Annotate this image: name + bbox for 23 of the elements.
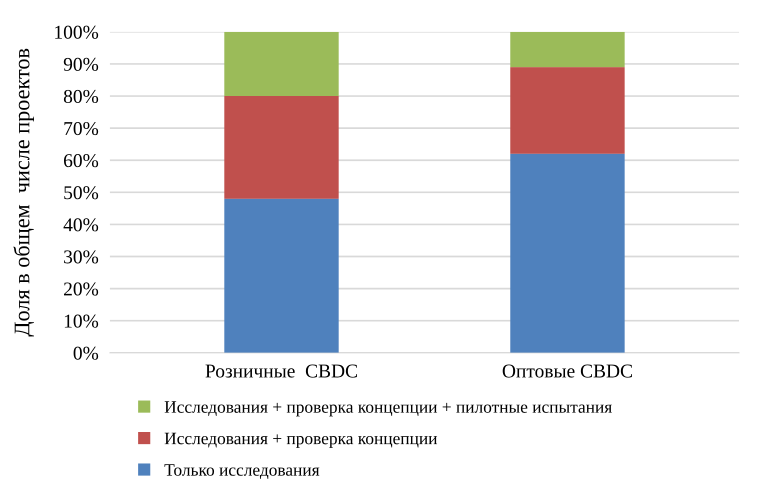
y-tick-label: 50%	[64, 186, 98, 200]
legend-label: Исследования + проверка концепции + пилотные испытания	[164, 401, 612, 416]
y-tick-label: 0%	[74, 346, 98, 360]
bar	[224, 96, 339, 199]
y-tick-label: 60%	[64, 154, 98, 168]
y-tick-label: 80%	[64, 90, 98, 104]
x-tick-label: Оптовые CBDC	[502, 364, 632, 378]
y-tick-label: 100%	[55, 26, 98, 39]
y-tick-label: 10%	[64, 314, 98, 328]
bar	[510, 154, 625, 353]
y-axis-title: Доля в общем числе проектов	[13, 48, 34, 336]
y-tick-label: 70%	[64, 122, 98, 136]
bar	[224, 32, 339, 96]
bar	[510, 32, 625, 68]
bar	[510, 67, 625, 154]
y-tick-label: 20%	[64, 282, 98, 296]
x-tick-label: Розничные CBDC	[206, 364, 357, 378]
y-tick-label: 40%	[64, 218, 98, 232]
y-tick-label: 30%	[64, 250, 98, 264]
y-tick-label: 90%	[64, 58, 98, 71]
bar	[224, 198, 339, 353]
legend-label: Только исследования	[164, 464, 320, 479]
legend-label: Исследования + проверка концепции	[164, 432, 438, 448]
